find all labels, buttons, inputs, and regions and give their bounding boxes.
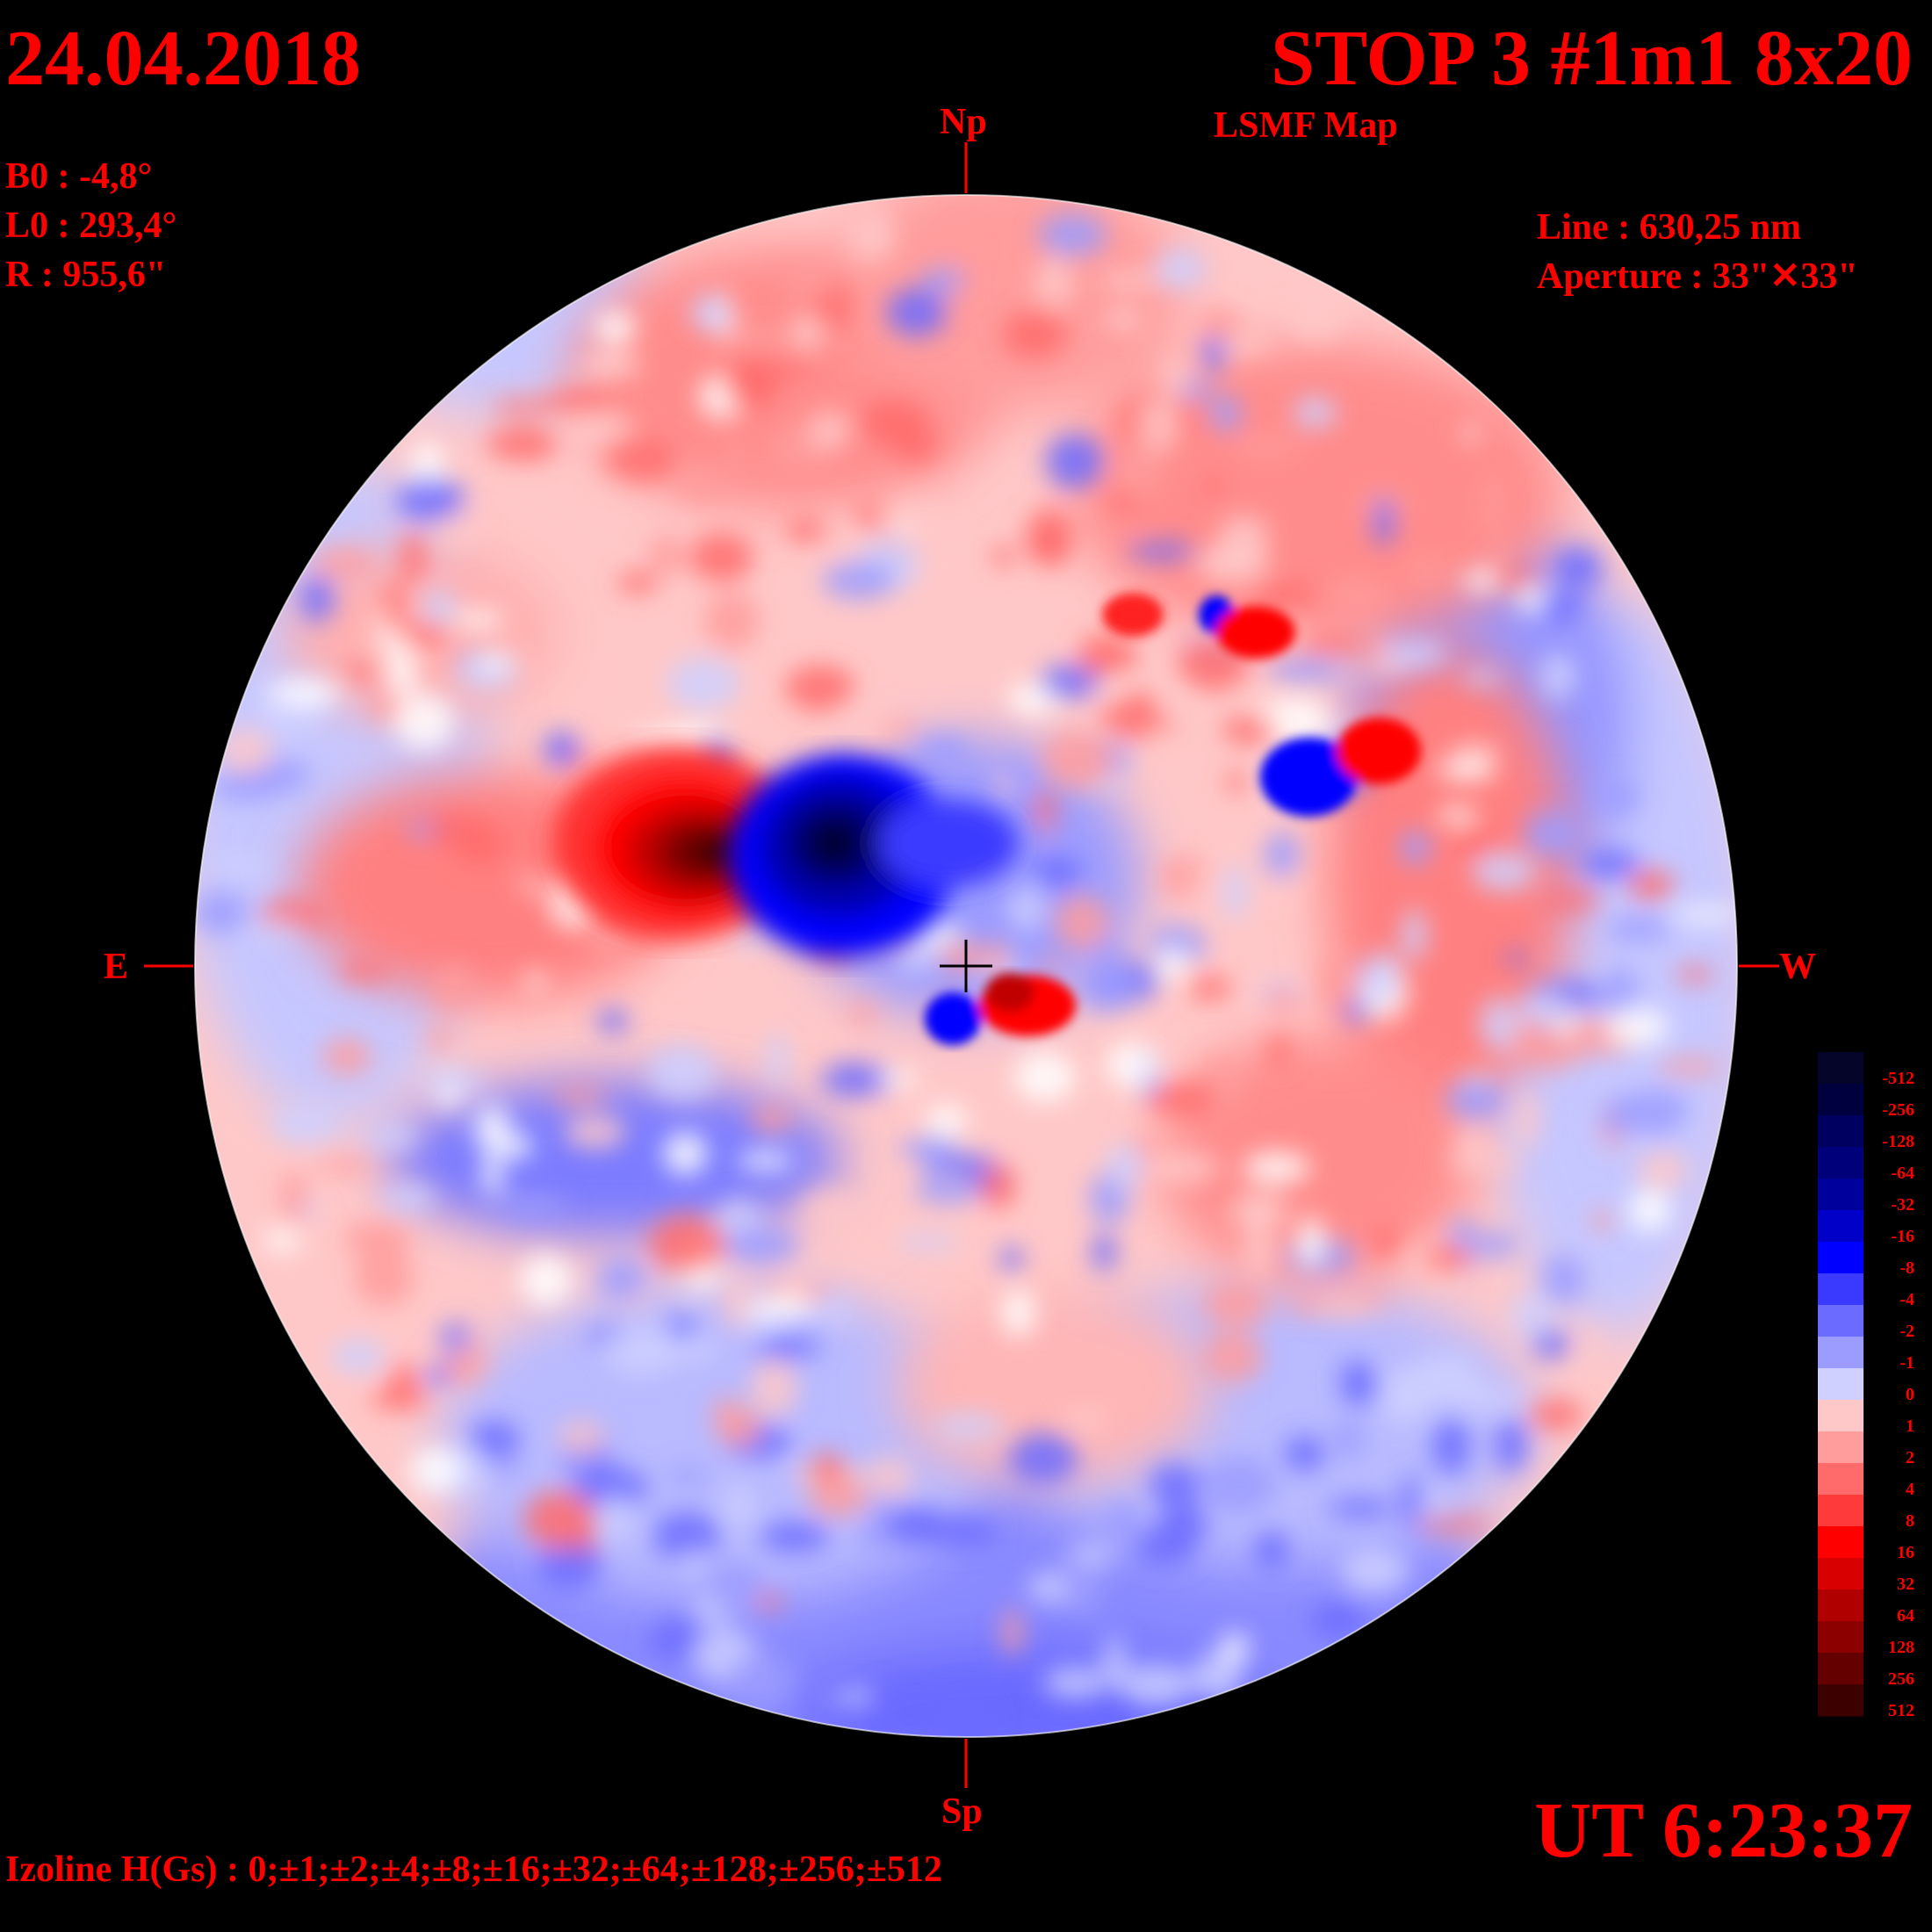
color-scale-label: -256 [1882,1100,1914,1120]
color-scale-swatch [1818,1115,1864,1148]
universal-time: UT 6:23:37 [1534,1787,1913,1874]
color-scale-swatch [1818,1179,1864,1211]
color-scale-swatch [1818,1052,1864,1085]
color-scale-label: -64 [1891,1164,1914,1183]
radius-value: R : 955,6" [5,255,167,295]
color-scale-label: 256 [1888,1669,1914,1689]
active-region-positive [553,746,799,940]
color-scale-label: 4 [1906,1480,1914,1499]
spectral-line: Line : 630,25 nm [1537,207,1802,248]
color-scale-swatch [1818,1337,1864,1369]
south-pole-label: Sp [941,1791,983,1832]
map-subtitle: LSMF Map [1214,105,1398,146]
color-scale-swatch [1818,1463,1864,1496]
color-scale-swatch [1818,1147,1864,1179]
color-scale-swatch [1818,1273,1864,1306]
color-scale-label: 0 [1906,1385,1914,1404]
color-scale-label: 32 [1897,1575,1914,1594]
color-scale-swatch [1818,1084,1864,1116]
map-title: STOP 3 #1m1 8x20 [1271,15,1913,102]
color-scale-swatch [1818,1210,1864,1243]
color-scale-swatch [1818,1400,1864,1432]
color-scale-label: 1 [1906,1417,1914,1436]
color-scale-label: 16 [1897,1543,1914,1562]
color-scale-label: -32 [1891,1195,1914,1215]
color-scale-label: -4 [1900,1290,1914,1309]
color-scale-label: -2 [1900,1322,1914,1341]
color-scale-bar [1818,1052,1864,1717]
b0-value: B0 : -4,8° [5,156,153,197]
color-scale-label: -1 [1900,1353,1914,1373]
color-scale-swatch [1818,1431,1864,1464]
color-scale-swatch [1818,1590,1864,1622]
color-scale-swatch [1818,1558,1864,1590]
color-scale-label: 64 [1897,1606,1914,1626]
color-scale-swatch [1818,1684,1864,1717]
color-scale-label: -128 [1882,1132,1914,1151]
color-scale-label: -16 [1891,1227,1914,1246]
isoline-levels: Izoline H(Gs) : 0;±1;±2;±4;±8;±16;±32;±6… [5,1849,942,1890]
active-region-negative [729,755,1019,957]
north-pole-label: Np [940,102,987,142]
color-scale-swatch [1818,1242,1864,1274]
color-scale-swatch [1818,1653,1864,1685]
center-bipole [925,973,1076,1045]
color-scale-label: 128 [1888,1638,1914,1657]
color-scale-swatch [1818,1495,1864,1527]
west-bipole [1102,593,1421,817]
color-scale-label: -512 [1882,1069,1914,1088]
color-scale-swatch [1818,1368,1864,1401]
west-label: W [1779,947,1816,987]
observation-date: 24.04.2018 [5,15,361,102]
center-crosshair [940,940,992,992]
color-scale-swatch [1818,1621,1864,1654]
color-scale-label: 8 [1906,1511,1914,1531]
l0-value: L0 : 293,4° [5,205,177,246]
color-scale-label: -8 [1900,1258,1914,1278]
aperture-size: Aperture : 33"✕33" [1537,256,1858,297]
color-scale-label: 2 [1906,1448,1914,1467]
color-scale-swatch [1818,1526,1864,1559]
east-label: E [104,947,129,987]
color-scale-swatch [1818,1305,1864,1337]
color-scale-label: 512 [1888,1701,1914,1720]
